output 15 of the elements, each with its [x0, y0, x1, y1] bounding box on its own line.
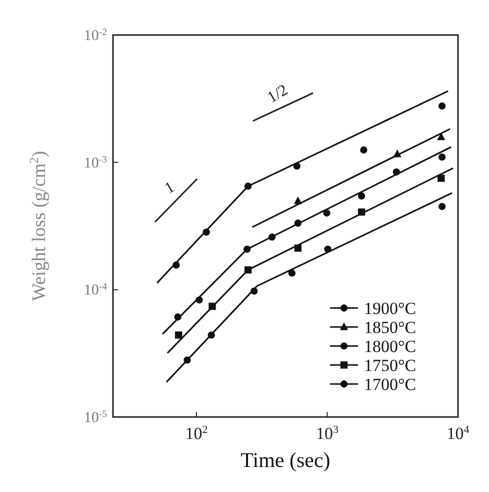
y-tick-label: 10$^{-2}$	[84, 26, 108, 44]
y-tick-label: 10$^{-3}$	[84, 154, 108, 172]
legend-label: 1750°C	[364, 356, 416, 375]
y-tick-label: 10$^{-4}$	[84, 281, 108, 299]
x-tick-label: 10$^{4}$	[446, 424, 470, 443]
x-tick-label: 10$^{3}$	[316, 424, 339, 443]
legend-label: 1850°C	[364, 318, 416, 337]
legend-label: 1800°C	[364, 337, 416, 356]
legend-label: 1900°C	[364, 299, 416, 318]
x-tick-label: 10$^{2}$	[185, 424, 208, 443]
legend-label: 1700°C	[364, 375, 416, 394]
x-axis-title: Time (sec)	[240, 448, 330, 472]
y-tick-label: 10$^{-5}$	[84, 408, 108, 426]
annotation: 1/2	[264, 82, 291, 107]
annotation: 1	[162, 178, 178, 198]
